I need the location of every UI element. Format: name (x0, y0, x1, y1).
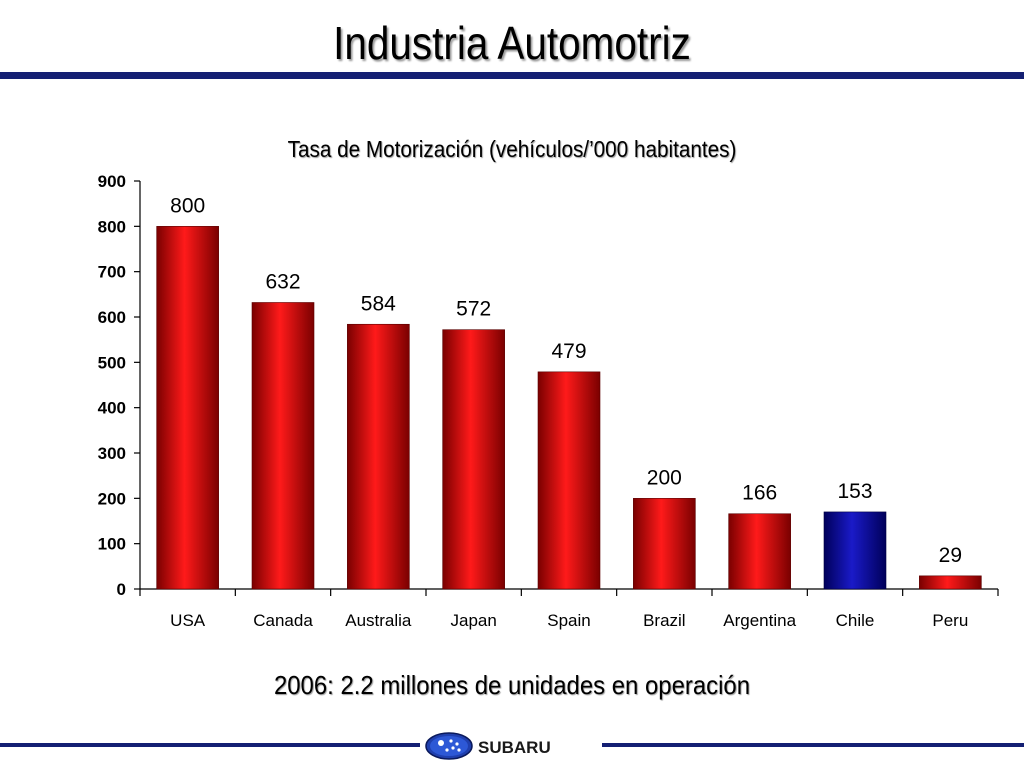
data-label-chile: 153 (837, 480, 872, 503)
bar-spain (537, 371, 601, 590)
data-label-brazil: 200 (647, 466, 682, 489)
bar-japan (442, 329, 505, 590)
footer-rule-left (0, 743, 420, 747)
data-label-australia: 584 (361, 292, 396, 315)
bar-canada (251, 302, 315, 590)
data-label-canada: 632 (265, 270, 300, 293)
x-tick-label-peru: Peru (932, 611, 968, 630)
brand-text: SUBARU (478, 738, 551, 757)
x-tick-label-chile: Chile (836, 611, 875, 630)
slide-title: Industria Automotriz (333, 17, 691, 69)
x-tick-label-australia: Australia (345, 611, 412, 630)
x-tick-label-usa: USA (170, 611, 206, 630)
footer-rule-right (602, 743, 1024, 747)
y-tick-label: 200 (98, 489, 126, 508)
x-tick-label-japan: Japan (451, 611, 497, 630)
y-tick-label: 0 (117, 580, 126, 599)
y-tick-label: 700 (98, 263, 126, 282)
chart-title: Tasa de Motorización (vehículos/’000 hab… (287, 136, 737, 162)
data-label-spain: 479 (551, 340, 586, 363)
bar-argentina (728, 513, 791, 590)
x-tick-label-spain: Spain (547, 611, 590, 630)
bar-australia (347, 323, 410, 590)
data-label-japan: 572 (456, 298, 491, 321)
data-label-peru: 29 (939, 544, 962, 567)
x-tick-label-argentina: Argentina (723, 611, 796, 630)
y-tick-label: 900 (98, 172, 126, 191)
y-tick-label: 100 (98, 535, 126, 554)
y-tick-label: 600 (98, 308, 126, 327)
title-rule (0, 72, 1024, 79)
y-tick-label: 400 (98, 399, 126, 418)
data-label-usa: 800 (170, 194, 205, 217)
y-tick-label: 500 (98, 353, 126, 372)
labels: 800 USA 632 Canada 584 Australia 572 Japan 479 Sp… (170, 194, 968, 630)
data-label-argentina: 166 (742, 482, 777, 505)
bar-peru (919, 575, 982, 590)
x-tick-label-canada: Canada (253, 611, 313, 630)
footnote: 2006: 2.2 millones de unidades en operac… (273, 670, 751, 700)
subaru-logo: SUBARU (425, 732, 551, 760)
x-tick-label-brazil: Brazil (643, 611, 686, 630)
bar-chile (823, 511, 887, 590)
bar-brazil (633, 498, 696, 590)
y-tick-label: 300 (98, 444, 126, 463)
y-tick-label: 800 (98, 217, 126, 236)
bars (156, 226, 982, 590)
bar-usa (156, 226, 219, 590)
